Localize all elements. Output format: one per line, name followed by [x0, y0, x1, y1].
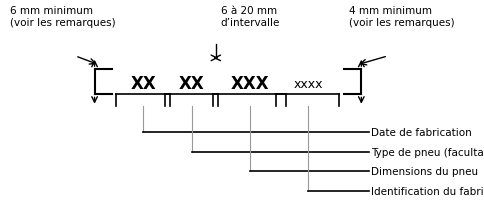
Text: Identification du fabricant: Identification du fabricant	[370, 186, 484, 196]
Text: Dimensions du pneu: Dimensions du pneu	[370, 166, 477, 176]
Text: 6 à 20 mm
d’intervalle: 6 à 20 mm d’intervalle	[220, 6, 279, 27]
Text: XX: XX	[178, 75, 204, 93]
Text: Date de fabrication: Date de fabrication	[370, 127, 471, 137]
Text: 6 mm minimum
(voir les remarques): 6 mm minimum (voir les remarques)	[10, 6, 115, 27]
Text: xxxx: xxxx	[293, 77, 322, 90]
Text: XX: XX	[130, 75, 156, 93]
Text: 4 mm minimum
(voir les remarques): 4 mm minimum (voir les remarques)	[348, 6, 454, 27]
Text: XXX: XXX	[230, 75, 269, 93]
Text: Type de pneu (facultatif): Type de pneu (facultatif)	[370, 147, 484, 158]
